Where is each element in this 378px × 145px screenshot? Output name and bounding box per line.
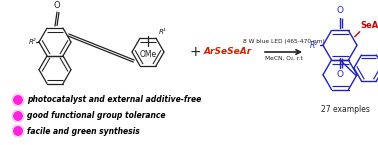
Circle shape — [12, 126, 23, 136]
Text: facile and green synthesis: facile and green synthesis — [27, 126, 140, 135]
Text: good functional group tolerance: good functional group tolerance — [27, 112, 166, 120]
Text: O: O — [336, 6, 344, 15]
Text: 27 examples: 27 examples — [321, 105, 369, 114]
Text: OMe: OMe — [139, 50, 156, 59]
Text: photocatalyst and external additive-free: photocatalyst and external additive-free — [27, 96, 201, 105]
Text: ArSeSeAr: ArSeSeAr — [204, 48, 252, 57]
Text: SeAr: SeAr — [361, 21, 378, 30]
Circle shape — [12, 95, 23, 106]
Text: R¹: R¹ — [159, 29, 167, 35]
Text: 8 W blue LED (465-470 nm): 8 W blue LED (465-470 nm) — [243, 39, 324, 44]
Text: O: O — [336, 70, 344, 79]
Circle shape — [12, 110, 23, 122]
Text: R²: R² — [28, 39, 36, 45]
Text: MeCN, O₂, r.t: MeCN, O₂, r.t — [265, 56, 302, 61]
Text: O: O — [54, 1, 60, 10]
Text: +: + — [189, 45, 201, 59]
Text: R²: R² — [310, 41, 318, 50]
